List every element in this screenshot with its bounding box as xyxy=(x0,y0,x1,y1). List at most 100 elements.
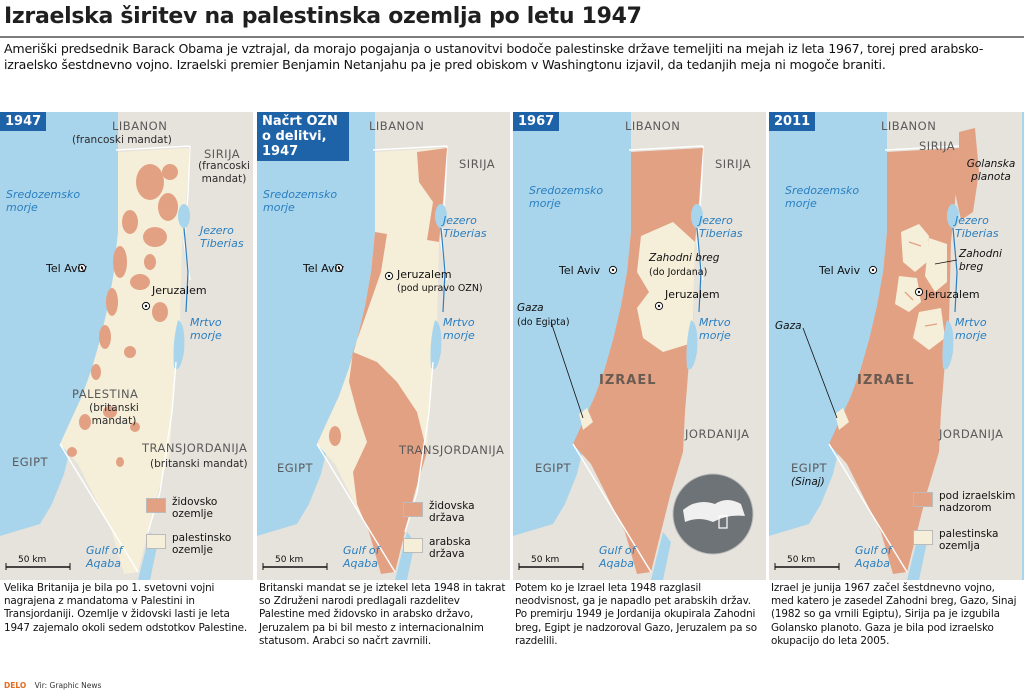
label-syria: SIRIJA xyxy=(459,157,496,171)
legend-label-palestinian-areas: palestinska ozemlja xyxy=(939,528,999,552)
legend-swatch-jewish-state xyxy=(403,502,423,517)
legend-label-jewish-state: židovska država xyxy=(429,500,475,524)
gaza-strip xyxy=(835,408,849,430)
border-egypt xyxy=(572,443,652,573)
palestine-territory xyxy=(60,148,190,574)
jordan-river xyxy=(952,227,958,313)
scale-label: 50 km xyxy=(531,555,560,565)
legend-swatch-arab-state xyxy=(403,538,423,553)
scale-bar xyxy=(5,563,71,570)
westbank-pointer xyxy=(934,259,958,265)
legend-swatch-palestinian-areas xyxy=(913,530,933,545)
label-israel: IZRAEL xyxy=(599,373,657,388)
label-syria: SIRIJA xyxy=(715,157,752,171)
year-tag: 2011 xyxy=(769,112,816,131)
label-mediterranean: Sredozemsko morje xyxy=(6,188,81,214)
label-jordan: JORDANIJA xyxy=(939,427,1004,441)
legend-jewish-state: židovska država xyxy=(403,500,503,524)
label-aqaba: Gulf of Aqaba xyxy=(855,544,892,570)
panel-2011: 2011 LIBANON SIRIJA Golanska planota Sre… xyxy=(769,112,1024,580)
label-dead-sea: Mrtvo morje xyxy=(443,316,475,342)
caption-2011: Izrael je junija 1967 začel šestdnevno v… xyxy=(771,582,1017,647)
gaza-pointer xyxy=(802,327,838,419)
page-title: Izraelska širitev na palestinska ozemlja… xyxy=(4,4,642,29)
map-2011 xyxy=(769,112,1022,580)
scale-label: 50 km xyxy=(275,555,304,565)
label-telaviv: Tel Aviv xyxy=(819,264,861,277)
label-syria-sub: (francoski mandat) xyxy=(198,160,250,185)
label-tiberias: Jezero Tiberias xyxy=(200,224,244,250)
label-west-bank-sub: (do Jordana) xyxy=(649,267,708,278)
label-syria: SIRIJA xyxy=(919,139,956,153)
scale-bar xyxy=(262,563,328,570)
label-egypt-sub: (Sinaj) xyxy=(791,476,825,488)
gaza-pointer xyxy=(550,321,584,419)
label-jerusalem: Jeruzalem xyxy=(152,284,207,297)
legend-label-jewish: židovsko ozemlje xyxy=(172,496,218,520)
label-jerusalem-sub: (pod upravo OZN) xyxy=(397,283,483,294)
label-gaza: Gaza xyxy=(517,302,544,314)
palestinian-areas xyxy=(895,224,947,350)
label-dead-sea: Mrtvo morje xyxy=(955,316,987,342)
dead-sea xyxy=(430,320,442,370)
jordan-river xyxy=(696,227,702,313)
label-west-bank: Zahodni breg xyxy=(959,248,1002,273)
scale-bar xyxy=(518,563,584,570)
caption-un-plan: Britanski mandat se je iztekel leta 1948… xyxy=(259,582,506,647)
legend-israel-controlled: pod izraelskim nadzorom xyxy=(913,490,1024,514)
legend-jewish: židovsko ozemlje xyxy=(146,496,246,520)
scale-label: 50 km xyxy=(787,555,816,565)
golan-heights xyxy=(955,128,979,220)
label-mediterranean: Sredozemsko morje xyxy=(263,188,338,214)
label-lebanon: LIBANON xyxy=(112,119,168,133)
panel-1967: 1967 LIBANON SIRIJA Sredozemsko morje Je… xyxy=(513,112,766,580)
label-lebanon: LIBANON xyxy=(369,119,425,133)
label-jerusalem: Jeruzalem xyxy=(397,268,452,281)
west-bank xyxy=(637,222,695,352)
year-tag: Načrt OZN o delitvi, 1947 xyxy=(257,112,349,161)
legend-label-israel-controlled: pod izraelskim nadzorom xyxy=(939,490,1016,514)
label-egypt: EGIPT xyxy=(791,461,828,475)
gaza-strip xyxy=(579,408,593,430)
legend-swatch-israel-controlled xyxy=(913,492,933,507)
label-aqaba: Gulf of Aqaba xyxy=(86,544,123,570)
captions: Velika Britanija je bila po 1. svetovni … xyxy=(0,580,1024,678)
label-jordan: JORDANIJA xyxy=(685,427,750,441)
border-lebanon xyxy=(372,145,448,151)
label-aqaba: Gulf of Aqaba xyxy=(599,544,636,570)
legend-label-arab-state: arabska država xyxy=(429,536,471,560)
label-syria: SIRIJA xyxy=(204,147,241,161)
map-1967 xyxy=(513,112,766,580)
jewish-land-plots xyxy=(67,164,178,467)
footer: DELO Vir: Graphic News xyxy=(4,681,101,690)
label-egypt: EGIPT xyxy=(12,455,49,469)
legend-swatch-jewish xyxy=(146,498,166,513)
year-tag: 1947 xyxy=(0,112,47,131)
label-tiberias: Jezero Tiberias xyxy=(443,214,487,240)
label-tiberias: Jezero Tiberias xyxy=(955,214,999,240)
dead-sea xyxy=(686,320,698,370)
label-transjordan: TRANSJORDANIJA xyxy=(399,443,505,457)
label-golan: Golanska planota xyxy=(966,158,1016,183)
panel-un-plan: Načrt OZN o delitvi, 1947 LIBANON SIRIJA… xyxy=(257,112,510,580)
label-west-bank: Zahodni breg xyxy=(649,252,720,264)
intro-text: Ameriški predsednik Barack Obama je vztr… xyxy=(4,41,984,72)
footer-brand: DELO xyxy=(4,681,27,690)
map-panels: 1947 LIBANON (francoski mandat) SIRIJA (… xyxy=(0,112,1024,580)
label-jerusalem: Jeruzalem xyxy=(665,288,720,301)
globe-inset xyxy=(672,473,754,555)
label-telaviv: Tel Aviv xyxy=(46,262,88,275)
year-tag: 1967 xyxy=(513,112,560,131)
lake-tiberias xyxy=(178,204,190,228)
label-mediterranean: Sredozemsko morje xyxy=(785,184,860,210)
label-mediterranean: Sredozemsko morje xyxy=(529,184,604,210)
panel-1947: 1947 LIBANON (francoski mandat) SIRIJA (… xyxy=(0,112,253,580)
legend-arab-state: arabska država xyxy=(403,536,503,560)
label-egypt: EGIPT xyxy=(535,461,572,475)
legend-label-palestinian: palestinsko ozemlje xyxy=(172,532,232,556)
label-aqaba: Gulf of Aqaba xyxy=(343,544,380,570)
label-telaviv: Tel Aviv xyxy=(303,262,345,275)
label-egypt: EGIPT xyxy=(277,461,314,475)
map-un-plan xyxy=(257,112,510,580)
map-1947 xyxy=(0,112,253,580)
